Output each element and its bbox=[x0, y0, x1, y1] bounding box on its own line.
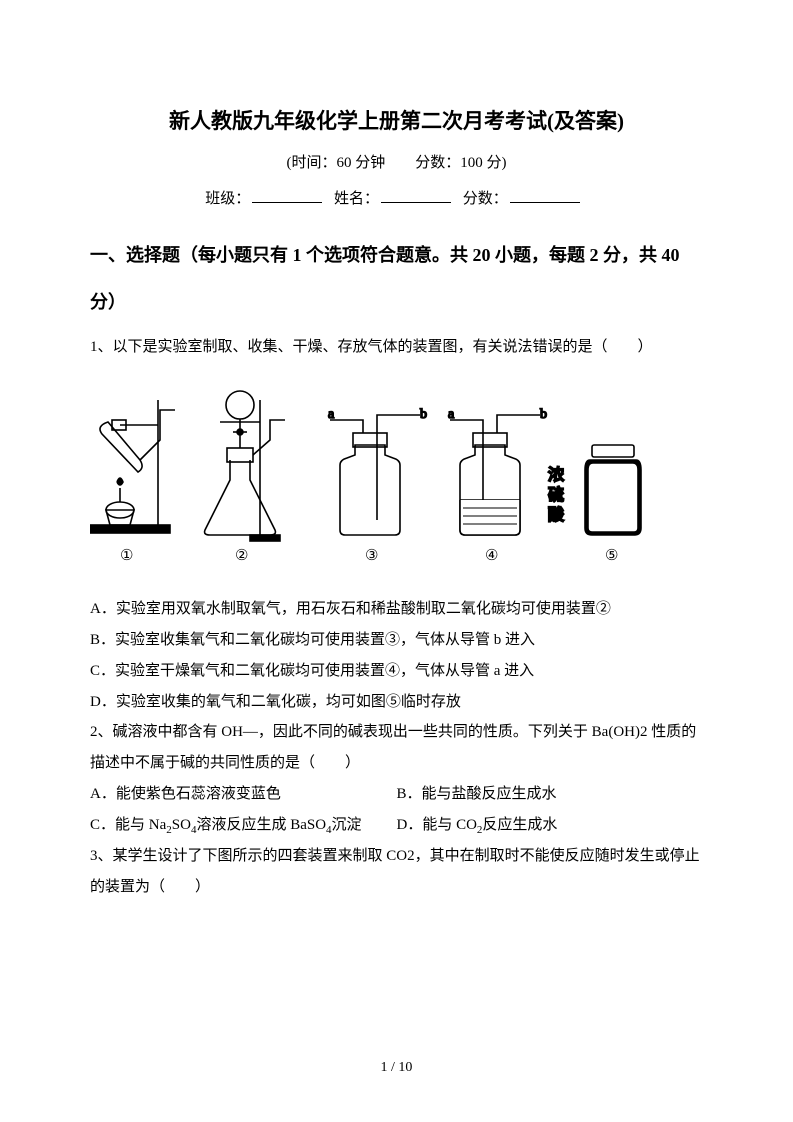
fig-label-3: ③ bbox=[365, 548, 378, 564]
score-blank[interactable] bbox=[510, 187, 580, 203]
section-1-heading: 一、选择题（每小题只有 1 个选项符合题意。共 20 小题，每题 2 分，共 4… bbox=[90, 232, 703, 326]
q1-opt-c: C．实验室干燥氧气和二氧化碳均可使用装置④，气体从导管 a 进入 bbox=[90, 656, 703, 687]
q2c-m1: SO bbox=[172, 817, 191, 833]
q2-opt-a: A．能使紫色石蕊溶液变蓝色 bbox=[90, 779, 397, 810]
score-label: 分数： bbox=[463, 191, 508, 207]
q2d-post: 反应生成水 bbox=[482, 817, 557, 833]
fig-label-a1: a bbox=[328, 407, 335, 422]
q2d-pre: D．能与 CO bbox=[397, 817, 477, 833]
apparatus-4 bbox=[450, 415, 540, 535]
q1-opt-a: A．实验室用双氧水制取氧气，用石灰石和稀盐酸制取二氧化碳均可使用装置② bbox=[90, 594, 703, 625]
q2-stem: 2、碱溶液中都含有 OH—，因此不同的碱表现出一些共同的性质。下列关于 Ba(O… bbox=[90, 717, 703, 779]
doc-title: 新人教版九年级化学上册第二次月考考试(及答案) bbox=[90, 100, 703, 142]
fig-label-1: ① bbox=[120, 548, 133, 564]
fig-label-b1: b bbox=[420, 407, 427, 422]
apparatus-3 bbox=[330, 415, 420, 535]
name-blank[interactable] bbox=[381, 187, 451, 203]
q1-opt-d: D．实验室收集的氧气和二氧化碳，均可如图⑤临时存放 bbox=[90, 687, 703, 718]
q2c-pre: C．能与 Na bbox=[90, 817, 166, 833]
fig-label-4: ④ bbox=[485, 548, 498, 564]
name-label: 姓名： bbox=[334, 191, 379, 207]
fig-label-acid-2: 硫 bbox=[548, 485, 564, 504]
apparatus-svg: a b bbox=[90, 370, 650, 565]
fig-label-a2: a bbox=[448, 407, 455, 422]
q3-stem: 3、某学生设计了下图所示的四套装置来制取 CO2，其中在制取时不能使反应随时发生… bbox=[90, 841, 703, 903]
q2-options: A．能使紫色石蕊溶液变蓝色 B．能与盐酸反应生成水 C．能与 Na2SO4溶液反… bbox=[90, 779, 703, 841]
fig-label-2: ② bbox=[235, 548, 248, 564]
class-blank[interactable] bbox=[252, 187, 322, 203]
fig-label-acid-3: 酸 bbox=[548, 505, 565, 524]
q2c-post: 沉淀 bbox=[332, 817, 362, 833]
apparatus-1 bbox=[90, 400, 175, 533]
q1-stem: 1、以下是实验室制取、收集、干燥、存放气体的装置图，有关说法错误的是（ ） bbox=[90, 332, 703, 363]
apparatus-2 bbox=[205, 391, 285, 541]
apparatus-5 bbox=[585, 445, 641, 535]
doc-subtitle: (时间：60 分钟 分数：100 分) bbox=[90, 148, 703, 178]
class-label: 班级： bbox=[205, 191, 250, 207]
fig-label-acid-1: 浓 bbox=[548, 466, 565, 484]
q2-opt-b: B．能与盐酸反应生成水 bbox=[397, 779, 704, 810]
q2-opt-d: D．能与 CO2反应生成水 bbox=[397, 810, 704, 842]
page: 新人教版九年级化学上册第二次月考考试(及答案) (时间：60 分钟 分数：100… bbox=[0, 0, 793, 1122]
q2-opt-c: C．能与 Na2SO4溶液反应生成 BaSO4沉淀 bbox=[90, 810, 397, 842]
q1-opt-b: B．实验室收集氧气和二氧化碳均可使用装置③，气体从导管 b 进入 bbox=[90, 625, 703, 656]
q1-figure: a b bbox=[90, 370, 703, 576]
fill-in-line: 班级： 姓名： 分数： bbox=[90, 184, 703, 214]
page-number: 1 / 10 bbox=[0, 1054, 793, 1082]
fig-label-b2: b bbox=[540, 407, 547, 422]
fig-label-5: ⑤ bbox=[605, 548, 618, 564]
q2c-m2: 溶液反应生成 BaSO bbox=[196, 817, 326, 833]
